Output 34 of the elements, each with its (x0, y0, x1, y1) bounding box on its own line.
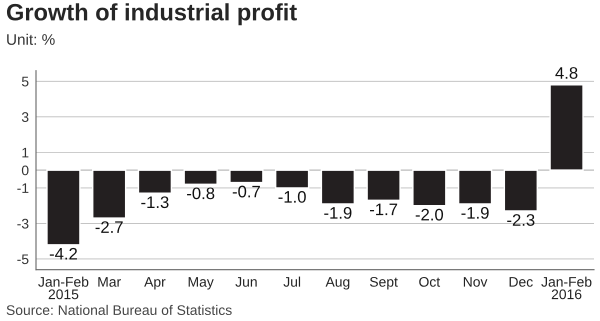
data-label: -2.7 (96, 221, 123, 233)
y-tick-label: 0 (22, 165, 29, 176)
x-tick-label: Aug (326, 277, 350, 290)
x-tick-label: Oct (419, 276, 440, 287)
source-note: Source: National Bureau of Statistics (6, 304, 232, 316)
data-label: -1.7 (370, 204, 398, 216)
x-tick-label: Jun (235, 277, 257, 287)
chart-title: Growth of industrial profit (6, 3, 297, 26)
y-tick-label: 3 (22, 112, 28, 122)
x-tick-label: Dec (510, 277, 533, 287)
chart-subtitle: Unit: % (7, 34, 55, 45)
data-label: -1.3 (141, 196, 169, 208)
x-tick-label: Apr (144, 277, 166, 290)
data-label: -2.0 (416, 208, 444, 221)
data-label: -1.0 (278, 191, 306, 203)
data-label: -4.2 (50, 248, 77, 260)
y-tick-label: -3 (17, 218, 28, 229)
data-label: -0.8 (187, 187, 214, 200)
data-label: -0.7 (232, 186, 260, 198)
data-label: 4.8 (555, 67, 578, 79)
x-tick-label: Mar (98, 277, 121, 287)
x-tick-label: Jul (283, 276, 300, 287)
y-tick-label: -1 (17, 183, 28, 193)
x-tick-label: Nov (464, 277, 488, 287)
data-label: -1.9 (461, 207, 489, 219)
y-tick-label: 5 (22, 76, 28, 86)
data-label: -2.3 (507, 214, 534, 226)
y-tick-label: 1 (22, 148, 28, 158)
x-tick-label: Jan-Feb 2015 (38, 276, 88, 300)
x-tick-label: Jan-Feb 2016 (541, 276, 592, 300)
x-tick-label: May (188, 277, 214, 290)
y-tick-label: -5 (17, 254, 28, 264)
data-label: -1.9 (324, 207, 352, 219)
x-tick-label: Sept (370, 276, 398, 290)
